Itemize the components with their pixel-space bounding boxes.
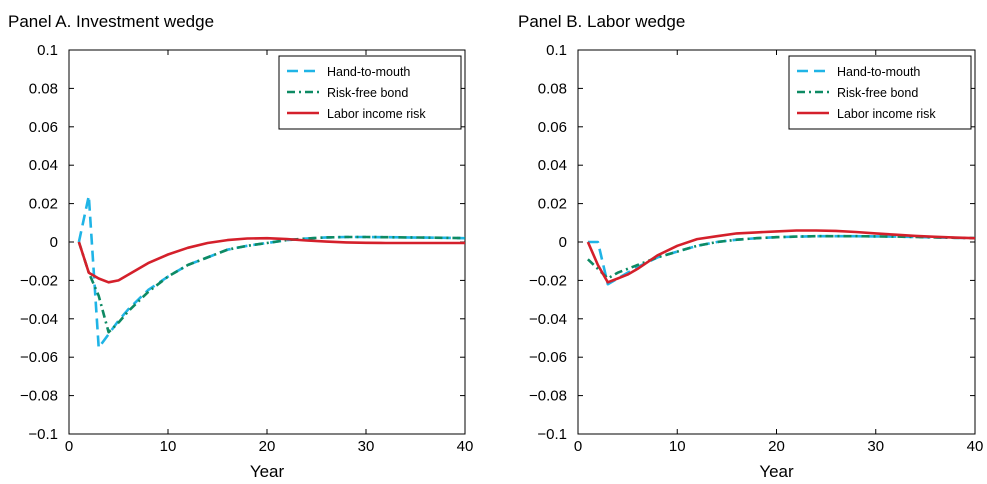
y-tick-label: 0.08 xyxy=(29,80,58,97)
series-line-risk-free-bond xyxy=(77,235,465,334)
legend-label: Risk-free bond xyxy=(837,86,918,100)
y-tick-label: −0.04 xyxy=(20,311,58,328)
series-line-hand-to-mouth xyxy=(77,194,465,349)
series-line-labor-income-risk xyxy=(77,236,465,284)
y-tick-label: 0.04 xyxy=(538,157,567,174)
y-tick-label: 0.06 xyxy=(538,119,567,136)
y-tick-label: 0.1 xyxy=(546,42,567,59)
x-tick-label: 20 xyxy=(259,438,276,455)
legend-label: Hand-to-mouth xyxy=(837,65,920,79)
x-tick-label: 30 xyxy=(358,438,375,455)
y-tick-label: 0.04 xyxy=(29,157,58,174)
x-tick-label: 30 xyxy=(867,438,884,455)
x-axis-label: Year xyxy=(759,462,794,481)
series-line-risk-free-bond xyxy=(586,234,975,280)
y-tick-label: 0.08 xyxy=(538,80,567,97)
panel-title: Panel B. Labor wedge xyxy=(518,12,685,31)
series-line-labor-income-risk xyxy=(586,229,975,284)
y-tick-label: −0.02 xyxy=(529,272,567,289)
y-tick-label: −0.08 xyxy=(529,388,567,405)
y-tick-label: −0.1 xyxy=(537,426,567,443)
y-tick-label: 0.02 xyxy=(29,196,58,213)
y-tick-label: 0.1 xyxy=(37,42,58,59)
y-tick-label: −0.06 xyxy=(529,349,567,366)
legend: Hand-to-mouth Risk-free bond Labor income … xyxy=(788,55,972,130)
y-tick-label: 0.02 xyxy=(538,196,567,213)
y-tick-label: −0.04 xyxy=(529,311,567,328)
y-tick-label: 0.06 xyxy=(29,119,58,136)
series-line-hand-to-mouth xyxy=(587,234,975,286)
legend-label: Risk-free bond xyxy=(327,86,408,100)
x-tick-label: 20 xyxy=(768,438,785,455)
x-tick-label: 0 xyxy=(574,438,582,455)
legend-label: Hand-to-mouth xyxy=(327,65,410,79)
legend-label: Labor income risk xyxy=(327,107,426,121)
x-tick-label: 40 xyxy=(457,438,474,455)
x-tick-label: 0 xyxy=(65,438,73,455)
x-axis-label: Year xyxy=(250,462,285,481)
chart-panel-b: Panel B. Labor wedge −0.1 −0.08 −0.06 −0.04 −… xyxy=(518,12,983,481)
x-tick-label: 10 xyxy=(160,438,177,455)
panel-title: Panel A. Investment wedge xyxy=(8,12,214,31)
chart-panel-a: Panel A. Investment wedge −0.1 −0.08 −0.06 −… xyxy=(8,12,473,481)
y-tick-label: −0.08 xyxy=(20,388,58,405)
y-tick-label: −0.1 xyxy=(28,426,58,443)
y-tick-label: 0 xyxy=(559,234,567,251)
legend: Hand-to-mouth Risk-free bond Labor income … xyxy=(278,55,462,130)
x-tick-label: 40 xyxy=(967,438,984,455)
y-tick-label: 0 xyxy=(50,234,58,251)
y-tick-label: −0.02 xyxy=(20,272,58,289)
legend-label: Labor income risk xyxy=(837,107,936,121)
y-tick-label: −0.06 xyxy=(20,349,58,366)
x-tick-label: 10 xyxy=(669,438,686,455)
